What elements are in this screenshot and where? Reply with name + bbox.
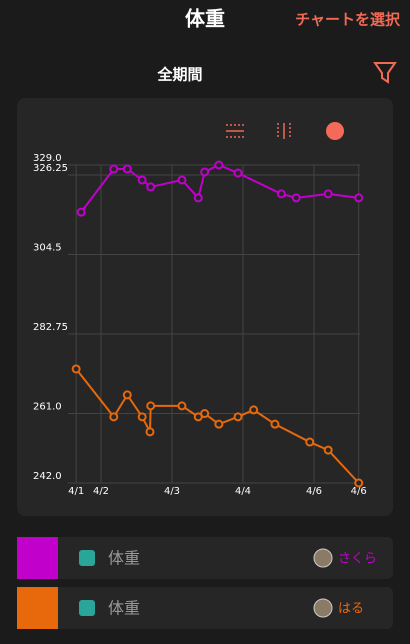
data-point xyxy=(200,409,210,419)
x-tick-label: 4/1 xyxy=(68,486,84,497)
metric-icon xyxy=(79,600,95,616)
chart-card xyxy=(17,98,393,516)
page-title: 体重 xyxy=(185,7,225,31)
data-point xyxy=(323,189,333,199)
data-point xyxy=(177,175,187,185)
legend-row[interactable] xyxy=(17,537,393,579)
data-point xyxy=(270,419,280,429)
point-toggle[interactable] xyxy=(326,122,344,140)
data-point xyxy=(137,175,147,185)
metric-label: 体重 xyxy=(108,599,140,618)
y-tick-label: 282.75 xyxy=(33,322,68,333)
metric-label: 体重 xyxy=(108,549,140,568)
data-point xyxy=(146,182,156,192)
x-tick-label: 4/6 xyxy=(306,486,322,497)
period-label[interactable]: 全期間 xyxy=(156,66,202,84)
data-point xyxy=(71,364,81,374)
data-point xyxy=(146,401,156,411)
data-point xyxy=(276,189,286,199)
y-tick-label: 326.25 xyxy=(33,163,68,174)
data-point xyxy=(122,164,132,174)
y-tick-label: 242.0 xyxy=(33,471,62,482)
legend-swatch xyxy=(17,587,58,629)
select-chart-button[interactable]: チャートを選択 xyxy=(295,11,401,29)
data-point xyxy=(145,427,155,437)
data-point xyxy=(214,419,224,429)
data-point xyxy=(354,478,364,488)
y-tick-label: 329.0 xyxy=(33,153,62,164)
data-point xyxy=(122,390,132,400)
y-tick-label: 261.0 xyxy=(33,402,62,413)
data-point xyxy=(323,445,333,455)
v-toggle[interactable] xyxy=(277,123,291,139)
data-point xyxy=(76,207,86,217)
h-toggle[interactable] xyxy=(226,124,244,138)
data-point xyxy=(291,193,301,203)
data-point xyxy=(200,167,210,177)
data-point xyxy=(109,412,119,422)
data-point xyxy=(137,412,147,422)
avatar xyxy=(313,548,333,568)
data-point xyxy=(305,437,315,447)
data-point xyxy=(233,168,243,178)
x-tick-label: 4/3 xyxy=(164,486,180,497)
data-point xyxy=(354,193,364,203)
filter-icon[interactable] xyxy=(373,62,397,84)
legend-name: さくら xyxy=(338,552,377,567)
data-point xyxy=(233,412,243,422)
legend-name: はる xyxy=(338,602,364,617)
data-point xyxy=(193,193,203,203)
avatar xyxy=(313,598,333,618)
y-tick-label: 304.5 xyxy=(33,243,62,254)
metric-icon xyxy=(79,550,95,566)
data-point xyxy=(177,401,187,411)
data-point xyxy=(109,164,119,174)
legend-swatch xyxy=(17,537,58,579)
x-tick-label: 4/2 xyxy=(93,486,109,497)
data-point xyxy=(214,160,224,170)
x-tick-label: 4/6 xyxy=(351,486,367,497)
data-point xyxy=(249,405,259,415)
x-tick-label: 4/4 xyxy=(235,486,251,497)
legend-row[interactable] xyxy=(17,587,393,629)
